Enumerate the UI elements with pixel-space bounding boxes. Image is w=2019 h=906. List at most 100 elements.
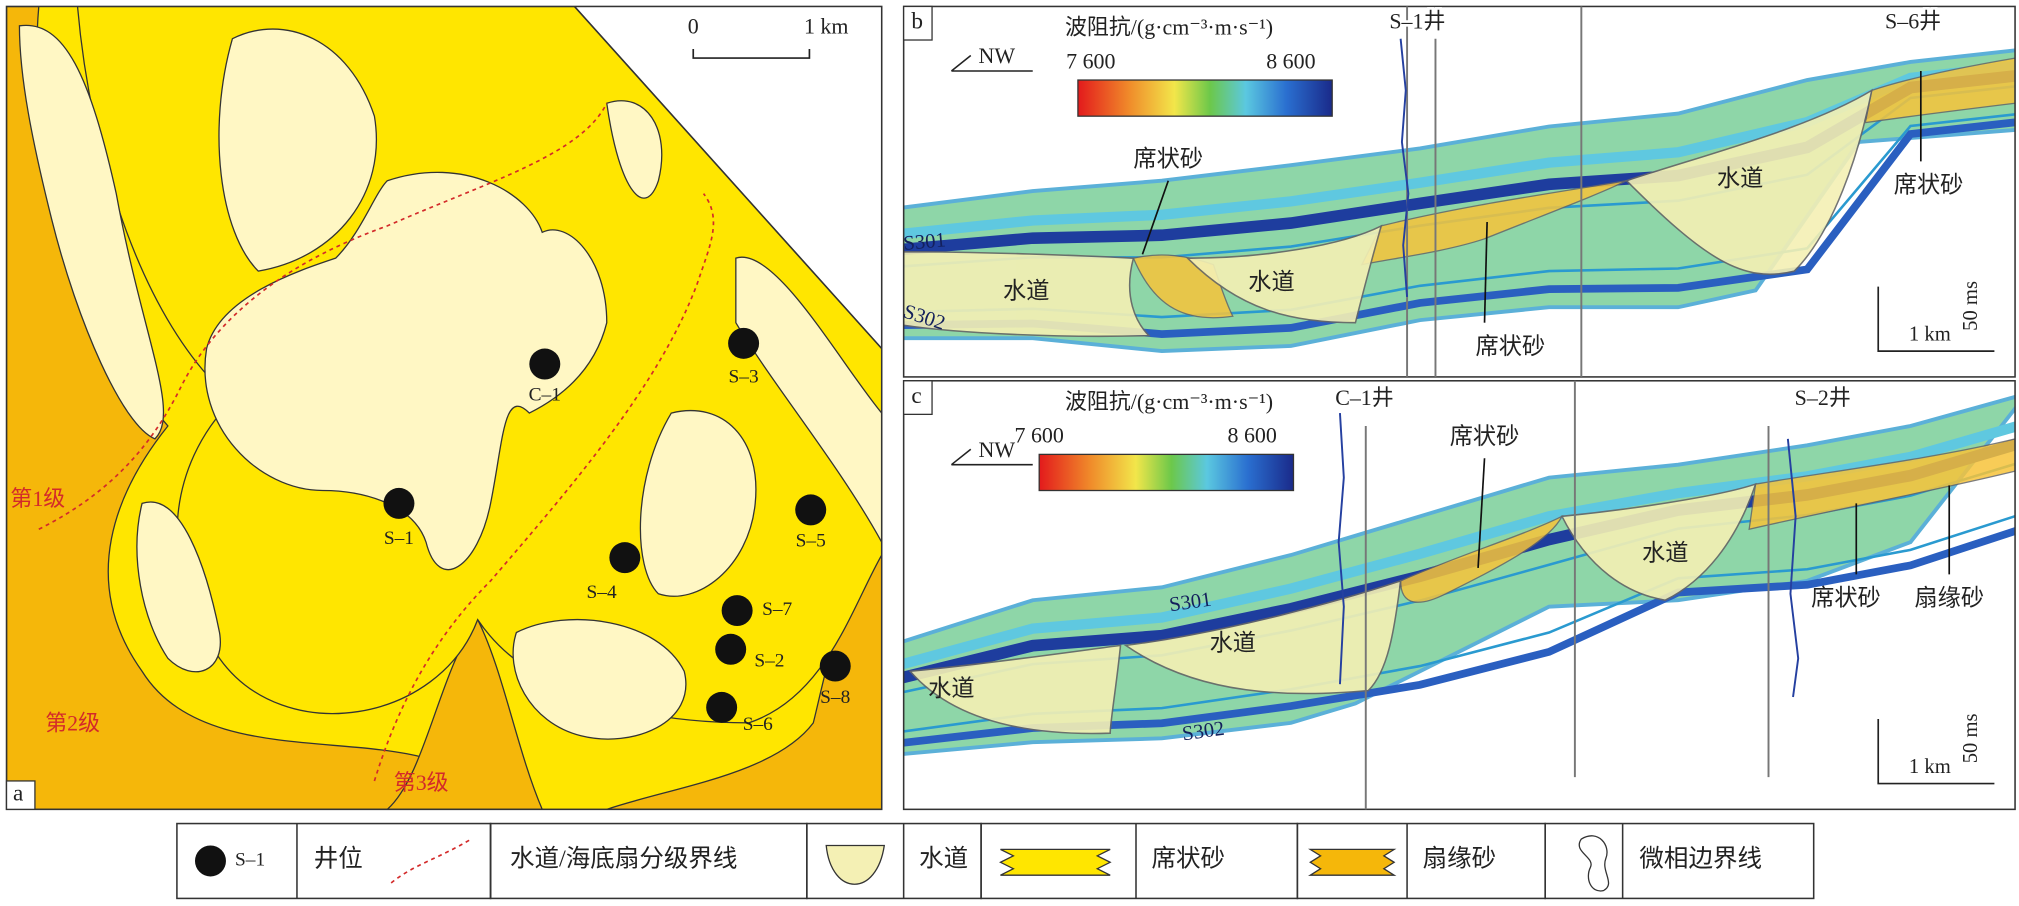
label: 第1级 (10, 486, 65, 511)
pointer-arrow (1141, 180, 1170, 255)
label: 席状砂 (1151, 845, 1225, 873)
fan-edge-zone (386, 618, 543, 810)
label: a (13, 780, 23, 806)
legend-grade-line (390, 838, 472, 884)
grade-line (38, 102, 608, 530)
channel-fill (1625, 88, 1873, 275)
colorbar (1077, 79, 1333, 117)
label: S–4 (587, 582, 617, 603)
label: S301 (903, 229, 947, 255)
legend-sheet-sand (999, 848, 1112, 876)
legend-fan-sand (1308, 848, 1397, 876)
label: b (911, 9, 923, 35)
label: 水道 (919, 845, 968, 873)
well (819, 650, 851, 682)
label: 第3级 (394, 770, 449, 795)
channel-fill (1560, 482, 1757, 602)
label: C–1 (529, 385, 561, 406)
label: c (911, 383, 921, 409)
label: 席状砂 (1133, 147, 1203, 173)
seismic-section (903, 394, 2016, 756)
panel-frame (5, 5, 883, 811)
well (383, 487, 415, 519)
label: 水道 (1248, 269, 1294, 295)
diagram: a 0 1 km C–1 S–3 S–1 S–5 S–4 S–7 S–2 S–8 S–6 第1级第2级第… (5, 5, 2016, 900)
label: 席状砂 (1476, 334, 1546, 360)
channel-area (18, 24, 165, 440)
label: S–8 (820, 687, 850, 708)
label: 席状砂 (1894, 172, 1964, 198)
label: 井位 (314, 845, 363, 873)
label: S–5 (796, 531, 826, 552)
label: 水道 (1717, 166, 1763, 192)
label: 第2级 (45, 710, 100, 735)
well (795, 494, 827, 526)
channel-area (639, 409, 757, 597)
scale-bar (1877, 718, 1995, 785)
label: 水道 (1642, 540, 1688, 566)
label: S–2 (754, 651, 784, 672)
channel-area (606, 100, 663, 199)
sheet-sand (1360, 180, 1627, 266)
legend-boundary (1578, 835, 1610, 892)
well (609, 542, 641, 574)
label: S–6井 (1885, 8, 1941, 33)
panel-tag (903, 380, 933, 416)
label: 1 km (1909, 323, 1951, 345)
sheet-sand (1748, 438, 2016, 531)
colorbar (1038, 453, 1295, 492)
channel-fill (1123, 579, 1402, 695)
label: S–1井 (1389, 8, 1445, 33)
map-panel (6, 6, 882, 810)
well-log (1786, 438, 1800, 698)
sheet-sand (1864, 57, 2016, 124)
label: S–2井 (1795, 385, 1851, 410)
grade-line (373, 193, 715, 782)
scale-bar (692, 49, 811, 59)
direction-mark (950, 54, 1033, 72)
label: 水道 (1210, 631, 1256, 657)
label: S–7 (762, 599, 792, 620)
label: S–1 (235, 849, 265, 870)
pointer-arrow (1483, 222, 1488, 323)
well-log (1337, 413, 1345, 685)
direction-mark (950, 448, 1033, 466)
label: 1 km (1909, 756, 1951, 778)
well (728, 327, 760, 359)
label: 水道 (1003, 278, 1049, 304)
pointer-arrow (1477, 458, 1486, 569)
impedance-stripe (903, 421, 2016, 670)
label: 席状砂 (1811, 586, 1881, 612)
channel-area (204, 171, 608, 571)
label: NW (979, 437, 1016, 462)
well (706, 691, 738, 723)
label: 8 600 (1266, 48, 1315, 73)
label: 微相边界线 (1639, 845, 1762, 873)
label: S–3 (729, 367, 759, 388)
label: 波阻抗/(g·cm⁻³·m·s⁻¹) (1065, 15, 1273, 40)
channel-fill (908, 644, 1122, 735)
boundary (573, 6, 882, 350)
label: 1 km (804, 13, 849, 38)
label: NW (979, 43, 1016, 68)
legend-cell (1544, 822, 1815, 900)
legend-well (194, 845, 226, 877)
label: 扇缘砂 (1423, 845, 1497, 873)
channel-fill (903, 250, 1151, 338)
label: 7 600 (1015, 423, 1064, 448)
label: 7 600 (1066, 48, 1115, 73)
label: 席状砂 (1450, 424, 1520, 450)
panel-frame (902, 380, 2016, 811)
label: 50 ms (1960, 281, 1982, 331)
label: 8 600 (1227, 423, 1276, 448)
channel-fill (1185, 224, 1383, 324)
seismic-section (903, 48, 2016, 354)
label: 波阻抗/(g·cm⁻³·m·s⁻¹) (1065, 389, 1273, 414)
channel-area (136, 501, 221, 673)
panel-tag (903, 5, 933, 41)
label: S302 (1181, 718, 1226, 746)
label: 水道 (928, 676, 974, 702)
label: 50 ms (1960, 713, 1982, 763)
scale-bar (1877, 286, 1995, 352)
